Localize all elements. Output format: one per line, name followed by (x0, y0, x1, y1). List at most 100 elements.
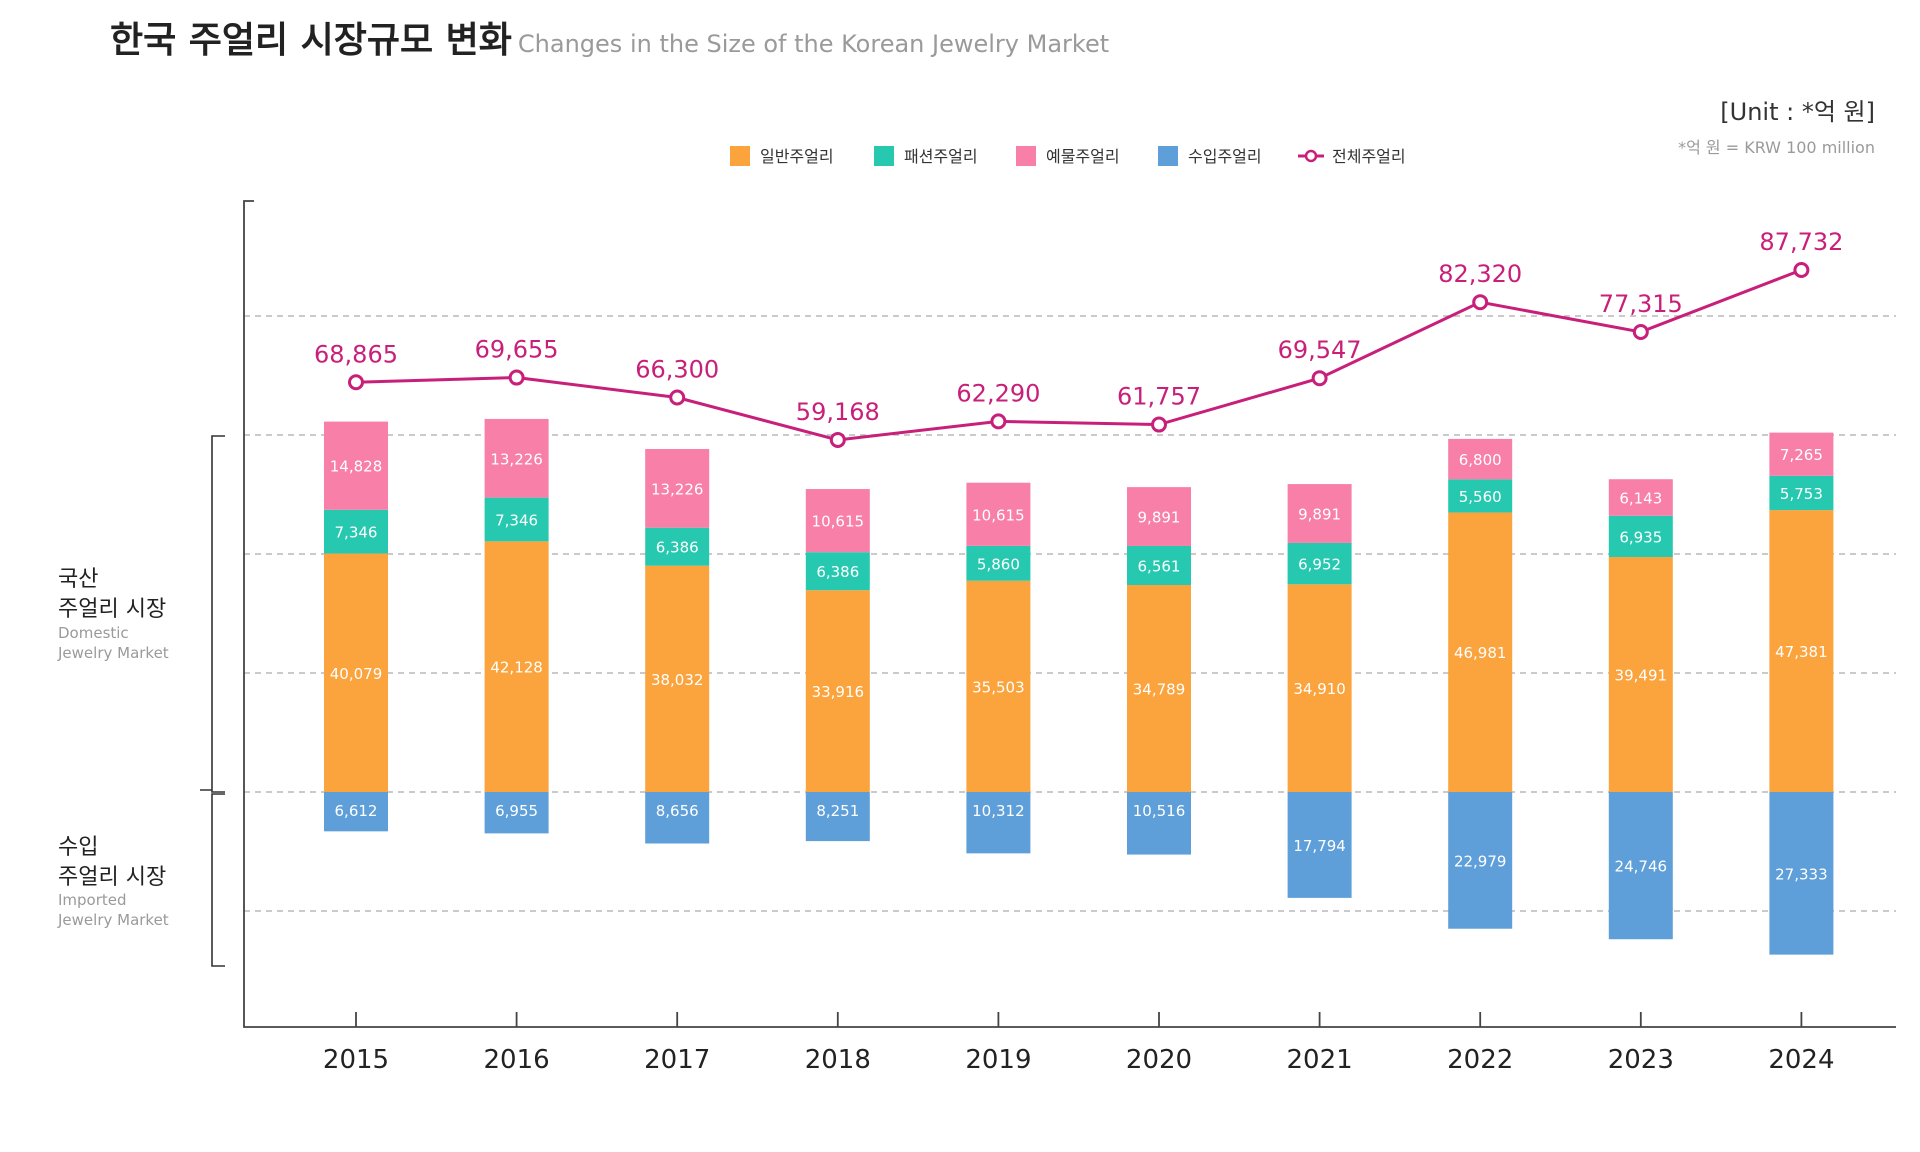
chart-title: 한국 주얼리 시장규모 변화 (110, 20, 512, 61)
bar-general (1608, 557, 1673, 792)
bar-imported-label: 24,746 (1615, 858, 1668, 876)
bar-fashion-label: 5,753 (1780, 485, 1823, 503)
bar-wedding (1448, 438, 1513, 480)
legend-label: 전체주얼리 (1332, 147, 1406, 166)
bar-wedding-label: 6,800 (1459, 451, 1502, 469)
total-point-label: 87,732 (1759, 228, 1843, 256)
domestic-brace (200, 435, 225, 793)
bar-wedding-label: 13,226 (490, 450, 543, 468)
legend-label: 수입주얼리 (1188, 147, 1262, 166)
bar-fashion-label: 5,560 (1459, 488, 1502, 506)
bar-general-label: 42,128 (490, 659, 543, 677)
bar-wedding (324, 421, 388, 510)
legend-label: 일반주얼리 (760, 147, 834, 166)
x-tick-label: 2018 (805, 1045, 871, 1075)
x-tick-label: 2019 (965, 1045, 1031, 1075)
bar-general-label: 46,981 (1454, 644, 1507, 662)
x-tick-label: 2015 (323, 1045, 389, 1075)
total-point-label: 68,865 (314, 340, 398, 368)
total-point (1311, 370, 1328, 387)
bar-wedding-label: 6,143 (1619, 489, 1662, 507)
bar-imported (1769, 792, 1834, 955)
bar-imported (966, 792, 1031, 854)
total-point (1793, 261, 1810, 278)
bar-imported-label: 8,656 (656, 802, 699, 820)
total-point (348, 374, 364, 391)
bar-imported-label: 10,312 (972, 802, 1025, 820)
bar-general (1769, 510, 1834, 792)
domestic-label-en-1: Domestic (58, 624, 129, 642)
bar-general (645, 565, 710, 792)
bar-wedding-label: 14,828 (330, 458, 383, 476)
bar-wedding-label: 9,891 (1298, 505, 1341, 523)
bar-imported (1287, 792, 1352, 898)
bar-wedding (1608, 479, 1673, 516)
legend-swatch (1158, 146, 1178, 166)
bar-imported (1127, 792, 1191, 855)
axes (243, 200, 1896, 1028)
legend-item: 수입주얼리 (1158, 146, 1262, 166)
x-tick-label: 2023 (1608, 1045, 1674, 1075)
imported-brace (211, 793, 225, 967)
bar-fashion-label: 6,935 (1619, 528, 1662, 546)
bar-fashion (1608, 515, 1673, 558)
bar-general-label: 47,381 (1775, 643, 1828, 661)
bar-general-label: 35,503 (972, 678, 1025, 696)
legend-label: 패션주얼리 (904, 147, 978, 166)
total-point-label: 82,320 (1438, 260, 1522, 288)
bar-imported (324, 792, 388, 832)
bar-wedding (966, 482, 1031, 546)
axis-frame (243, 200, 1896, 1028)
bar-imported (484, 792, 549, 834)
bar-fashion-label: 6,386 (656, 539, 699, 557)
total-line-path (355, 268, 1802, 442)
domestic-label-ko-1: 국산 (58, 567, 98, 592)
bar-imported (1608, 792, 1673, 940)
bar-wedding-label: 7,265 (1780, 446, 1823, 464)
total-point (669, 389, 686, 406)
bar-wedding-label: 13,226 (651, 480, 704, 498)
bar-wedding-label: 9,891 (1138, 509, 1181, 527)
bar-fashion (645, 527, 710, 566)
bar-wedding (805, 489, 870, 553)
bar-imported-label: 8,251 (816, 802, 859, 820)
legend-item: 패션주얼리 (874, 146, 978, 166)
bar-general (1127, 585, 1191, 792)
bar-fashion (1287, 542, 1352, 585)
bar-general (324, 553, 388, 792)
bar-imported-label: 10,516 (1133, 802, 1186, 820)
bar-wedding-label: 10,615 (972, 506, 1025, 524)
bar-general (1287, 584, 1352, 792)
bar-general (484, 541, 549, 792)
bar-imported-label: 6,612 (335, 802, 378, 820)
bar-imported-label: 6,955 (495, 802, 538, 820)
legend-item: 일반주얼리 (730, 146, 834, 166)
imported-label-en-2: Jewelry Market (57, 911, 169, 929)
bar-imported (1448, 792, 1513, 929)
x-tick-labels: 2015 2016 2017 2018 2019 2020 2021 2022 2023 2024 (323, 1045, 1835, 1075)
total-point (990, 413, 1007, 430)
legend-swatch-marker (1304, 149, 1318, 163)
x-tick-label: 2017 (644, 1045, 710, 1075)
unit-label: [Unit : *억 원] (1720, 98, 1875, 126)
bar-general (1448, 512, 1513, 792)
bar-wedding (484, 418, 549, 498)
bar-imported-label: 22,979 (1454, 852, 1507, 870)
domestic-label-en-2: Jewelry Market (57, 644, 169, 662)
imported-label-en-1: Imported (58, 891, 127, 909)
bar-fashion (484, 497, 549, 542)
total-point-label: 62,290 (956, 379, 1040, 407)
bar-fashion (1127, 545, 1191, 586)
total-point (508, 369, 525, 386)
bar-general (966, 580, 1031, 792)
side-labels: 국산 주얼리 시장 Domestic Jewelry Market 수입 주얼리… (57, 435, 225, 967)
bar-wedding (1769, 432, 1834, 476)
bar-wedding (1127, 487, 1191, 546)
bar-general-label: 34,789 (1133, 681, 1186, 699)
bar-fashion (1769, 475, 1834, 511)
bar-general-label: 38,032 (651, 671, 704, 689)
x-tick-label: 2016 (484, 1045, 550, 1075)
total-point (1472, 294, 1489, 311)
bar-fashion-label: 5,860 (977, 555, 1020, 573)
legend-swatch (874, 146, 894, 166)
